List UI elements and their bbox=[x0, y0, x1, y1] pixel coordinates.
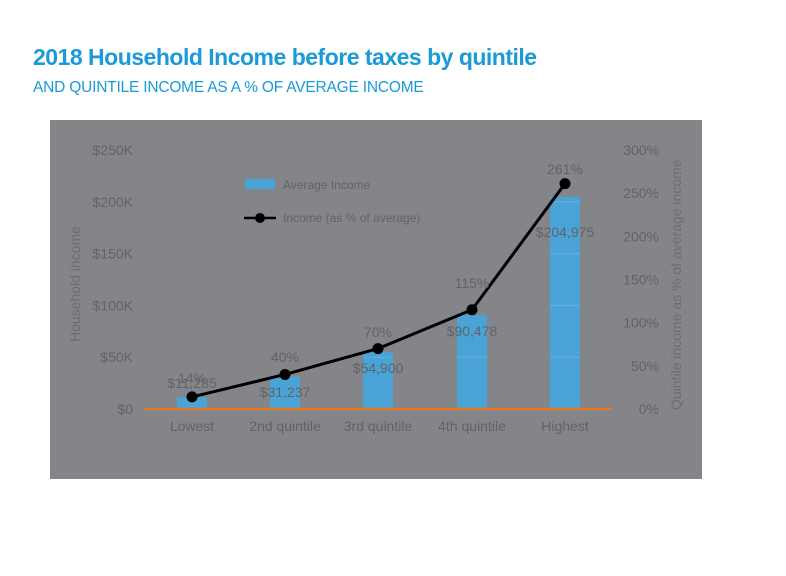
left-tick-label: $250K bbox=[93, 142, 134, 158]
bar-0 bbox=[177, 397, 207, 409]
category-label: 4th quintile bbox=[438, 418, 506, 434]
left-tick-label: $150K bbox=[93, 246, 134, 262]
left-axis-ticks: $0 $50K $100K $150K $200K $250K bbox=[93, 142, 134, 417]
legend-bar-swatch bbox=[245, 179, 275, 189]
income-label: $31,237 bbox=[260, 384, 311, 400]
left-tick-label: $100K bbox=[93, 297, 134, 313]
bar-2 bbox=[363, 352, 393, 409]
line-marker bbox=[279, 368, 291, 380]
category-label: 3rd quintile bbox=[344, 418, 413, 434]
bars bbox=[177, 196, 580, 409]
right-axis-ticks: 0% 50% 100% 150% 200% 250% 300% bbox=[623, 142, 659, 417]
right-tick-label: 100% bbox=[623, 315, 659, 331]
left-tick-label: $50K bbox=[100, 349, 133, 365]
income-label: $54,900 bbox=[353, 360, 404, 376]
chart-subtitle: AND QUINTILE INCOME AS A % OF AVERAGE IN… bbox=[33, 79, 424, 96]
category-label: 2nd quintile bbox=[249, 418, 321, 434]
percent-label: 115% bbox=[455, 275, 490, 291]
right-tick-label: 150% bbox=[623, 272, 659, 288]
left-axis-title: Household income bbox=[67, 226, 83, 342]
category-label: Lowest bbox=[170, 418, 214, 434]
right-tick-label: 250% bbox=[623, 185, 659, 201]
income-label: $90,478 bbox=[447, 323, 498, 339]
line-marker bbox=[559, 178, 571, 190]
data-labels: 14% 40% 70% 115% 261% $11,285 $31,237 $54,900 $9… bbox=[167, 161, 594, 400]
income-label: $204,975 bbox=[536, 224, 595, 240]
category-labels: Lowest 2nd quintile 3rd quintile 4th quinti… bbox=[170, 418, 589, 434]
bar-1 bbox=[270, 376, 300, 409]
line-series bbox=[186, 178, 571, 403]
legend-bar-label: Average Income bbox=[283, 178, 370, 192]
percent-label: 70% bbox=[364, 324, 392, 340]
chart-panel bbox=[50, 120, 702, 479]
left-tick-label: $0 bbox=[117, 401, 133, 417]
right-tick-label: 200% bbox=[623, 228, 659, 244]
left-tick-label: $200K bbox=[93, 194, 134, 210]
chart-title: 2018 Household Income before taxes by qu… bbox=[33, 44, 537, 70]
right-tick-label: 0% bbox=[639, 401, 659, 417]
legend-line-label: Income (as % of average) bbox=[283, 211, 420, 225]
bar-4 bbox=[550, 196, 580, 409]
legend-line-marker-icon bbox=[255, 213, 265, 223]
income-label: $11,285 bbox=[167, 375, 217, 391]
line-marker bbox=[186, 391, 198, 403]
percent-label: 261% bbox=[547, 161, 583, 177]
category-label: Highest bbox=[541, 418, 589, 434]
right-tick-label: 300% bbox=[623, 142, 659, 158]
percent-label: 40% bbox=[271, 349, 299, 365]
line-marker bbox=[466, 304, 478, 316]
legend: Average Income Income (as % of average) bbox=[244, 178, 420, 225]
right-axis-title: Quintile income as % of average income bbox=[668, 159, 684, 410]
line-marker bbox=[372, 343, 384, 355]
percent-label: 14% bbox=[178, 370, 206, 386]
bar-3 bbox=[457, 315, 487, 409]
right-tick-label: 50% bbox=[631, 358, 659, 374]
